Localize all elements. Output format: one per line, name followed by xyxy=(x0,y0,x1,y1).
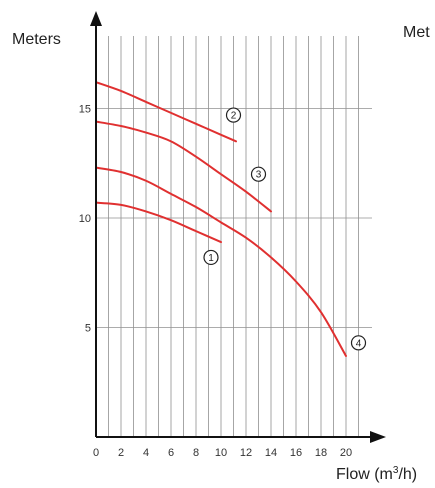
curve-marker-circle xyxy=(250,166,267,182)
curve-marker-circle xyxy=(203,249,219,266)
x-tick-label: 16 xyxy=(290,447,302,459)
x-tick-label: 2 xyxy=(118,447,124,459)
x-tick-label: 20 xyxy=(340,447,352,459)
curve-markers: 1 2 3 4 xyxy=(203,107,367,351)
y-tick-label: 15 xyxy=(79,104,91,116)
curve-3 xyxy=(95,120,272,213)
x-axis-arrow xyxy=(370,431,386,443)
x-tick-label: 10 xyxy=(215,447,227,459)
axes xyxy=(90,11,386,443)
y-axis-arrow xyxy=(90,11,102,26)
curve-marker-label: 3 xyxy=(256,170,262,181)
x-tick-label: 12 xyxy=(240,447,252,459)
x-tick-label: 0 xyxy=(93,447,99,459)
x-tick-label: 6 xyxy=(168,447,174,459)
x-tick-label: 18 xyxy=(315,447,327,459)
curve-4 xyxy=(95,166,347,357)
x-axis-label-superscript: 3 xyxy=(393,465,399,476)
curve-marker-label: 2 xyxy=(231,111,237,122)
curve-marker-label: 1 xyxy=(208,253,214,264)
curve-1 xyxy=(95,201,222,244)
curve-2 xyxy=(95,81,237,143)
curves xyxy=(95,81,347,357)
x-axis-label-tail: /h) xyxy=(398,466,417,483)
x-axis-label: Flow (m3/h) xyxy=(336,465,417,483)
x-tick-label: 4 xyxy=(143,447,149,459)
y-axis-label-clipped: Met xyxy=(403,24,430,41)
y-tick-label: 10 xyxy=(79,213,91,225)
x-tick-label: 14 xyxy=(265,447,277,459)
grid xyxy=(96,36,372,437)
y-tick-label: 5 xyxy=(85,323,91,335)
x-tick-label: 8 xyxy=(193,447,199,459)
curve-marker-label: 4 xyxy=(356,338,362,349)
x-axis-label-main: Flow (m xyxy=(336,466,393,483)
curve-marker-circle xyxy=(350,335,367,351)
y-axis-label: Meters xyxy=(12,31,61,48)
curve-marker-circle xyxy=(225,107,242,123)
